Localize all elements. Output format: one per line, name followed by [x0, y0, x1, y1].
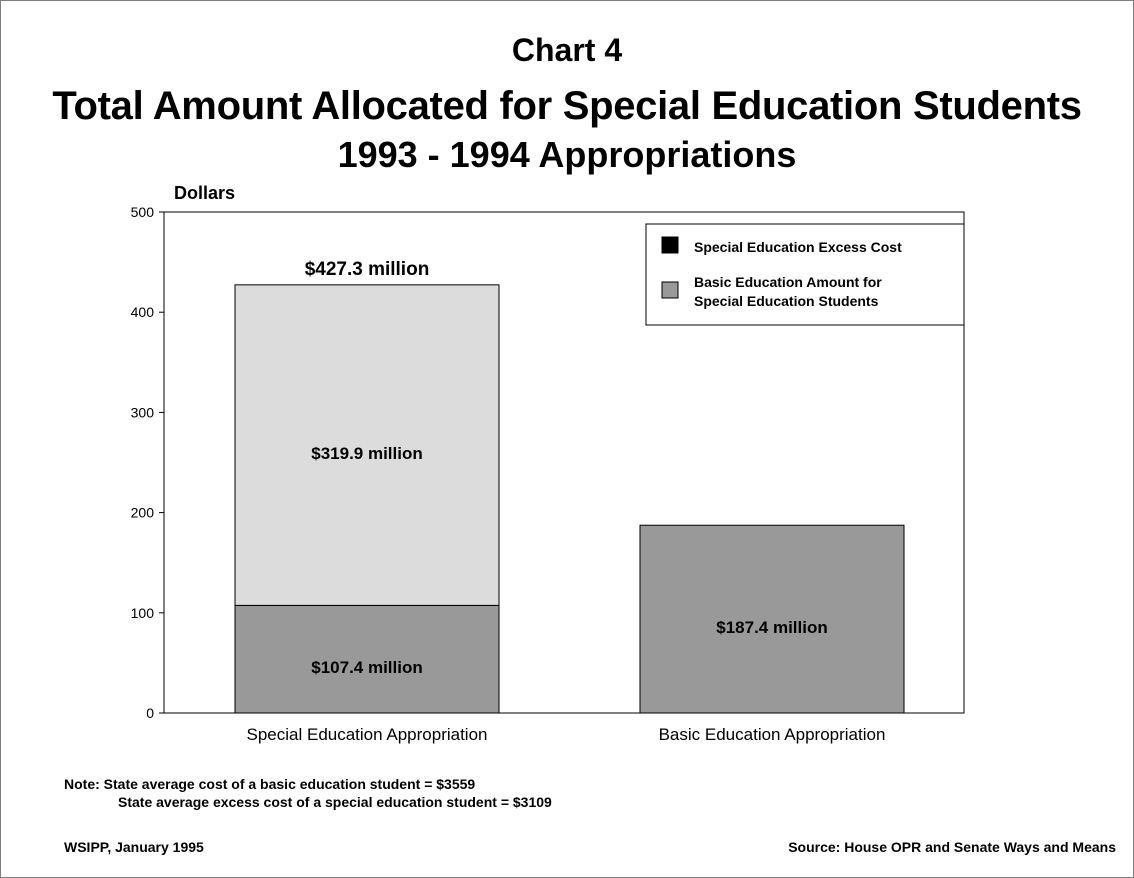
x-category-label: Basic Education Appropriation [659, 725, 886, 744]
legend-box [645, 223, 965, 326]
chart-title-line-1: Chart 4 [511, 32, 623, 68]
note-line-1: Note: State average cost of a basic educ… [64, 776, 476, 792]
note-line-2: State average excess cost of a special e… [118, 794, 552, 810]
source-text: Source: House OPR and Senate Ways and Me… [788, 839, 1116, 855]
y-tick-label: 100 [131, 605, 155, 621]
y-axis-label: Dollars [174, 183, 235, 203]
y-tick-label: 400 [131, 304, 155, 320]
plot-area [163, 211, 965, 714]
legend-swatch [661, 236, 679, 254]
y-tick-label: 200 [131, 505, 155, 521]
bar-value-label: $107.4 million [311, 658, 423, 677]
y-tick-label: 0 [146, 705, 154, 721]
chart-title-line-2: Total Amount Allocated for Special Educa… [52, 84, 1082, 128]
bar-value-label: $319.9 million [311, 444, 423, 463]
y-tick-label: 500 [131, 204, 155, 220]
legend-swatch [661, 281, 679, 299]
y-tick-label: 300 [131, 404, 155, 420]
bar-value-label: $187.4 million [716, 618, 828, 637]
bar-segment [639, 524, 905, 714]
legend-label: Special Education Excess Cost [694, 239, 902, 255]
bar-segment [234, 284, 500, 606]
bar-total-label: $427.3 million [305, 259, 430, 280]
legend-label: Basic Education Amount for Special Educat… [694, 274, 882, 309]
bar-segment [234, 604, 500, 714]
credit-text: WSIPP, January 1995 [64, 839, 204, 855]
x-category-label: Special Education Appropriation [247, 725, 488, 744]
chart-title-line-3: 1993 - 1994 Appropriations [337, 134, 797, 175]
